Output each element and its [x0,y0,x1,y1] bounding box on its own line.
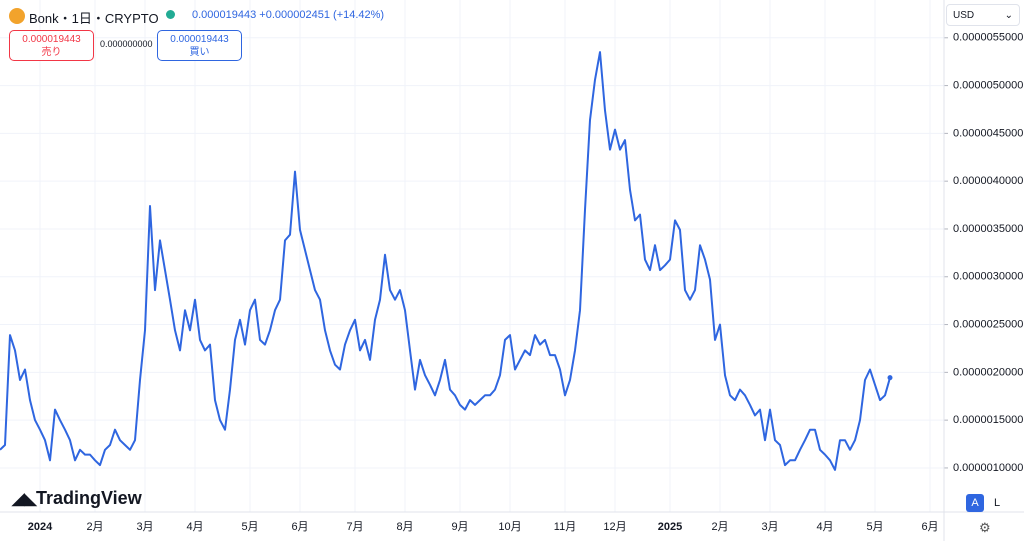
coin-icon [9,8,25,24]
x-tick-label: 6月 [921,521,938,533]
x-tick-label: 4月 [816,521,833,533]
x-tick-label: 7月 [346,521,363,533]
symbol: Bonk・1日・CRYPTO [29,11,159,26]
change-pct: (+14.42%) [333,9,385,21]
x-tick-label: 2月 [711,521,728,533]
y-tick-label: 0.0000020000 [953,366,1023,378]
x-tick-label: 4月 [186,521,203,533]
settings-icon[interactable]: ⚙ [979,520,991,535]
y-tick-label: 0.0000010000 [953,462,1023,474]
x-tick-label: 6月 [291,521,308,533]
sell-label: 売り [41,47,62,58]
x-tick-label: 9月 [451,521,468,533]
currency-select[interactable]: USD ⌄ [946,4,1020,26]
sell-button[interactable]: 0.000019443 売り [9,30,94,61]
logo-text: TradingView [36,488,142,508]
y-tick-label: 0.0000025000 [953,318,1023,330]
x-tick-label: 11月 [554,521,576,533]
log-scale[interactable]: L [993,497,1001,509]
buy-button[interactable]: 0.000019443 買い [157,30,242,61]
x-tick-label: 2025 [658,521,682,533]
y-tick-label: 0.0000035000 [953,223,1023,235]
change: +0.000002451 [259,9,330,21]
x-tick-label: 5月 [866,521,883,533]
y-tick-label: 0.0000030000 [953,271,1023,283]
x-tick-label: 2月 [86,521,103,533]
x-tick-label: 12月 [603,521,626,533]
currency: USD [953,10,975,21]
y-tick-label: 0.0000040000 [953,175,1023,187]
price-info: 0.000019443 +0.000002451 (+14.42%) [192,9,384,21]
y-tick-label: 0.0000050000 [953,79,1023,91]
y-tick-label: 0.0000015000 [953,414,1023,426]
last-point [887,375,893,381]
caret: ⌄ [1004,10,1013,21]
x-tick-label: 3月 [136,521,153,533]
price: 0.000019443 [192,9,257,21]
buy-price: 0.000019443 [170,34,229,45]
logo: ◢◣TradingView [12,488,142,508]
y-tick-label: 0.0000055000 [953,32,1023,44]
x-tick-label: 3月 [761,521,778,533]
x-tick-label: 10月 [498,521,521,533]
spread: 0.000000000 [100,39,153,49]
buy-label: 買い [189,47,210,58]
price-line [0,51,891,471]
y-tick-label: 0.0000045000 [953,127,1023,139]
auto-scale[interactable]: A [966,494,984,512]
x-tick-label: 5月 [241,521,258,533]
x-tick-label: 8月 [396,521,413,533]
x-tick-label: 2024 [28,521,53,533]
sell-price: 0.000019443 [22,34,81,45]
status-dot [166,10,175,19]
